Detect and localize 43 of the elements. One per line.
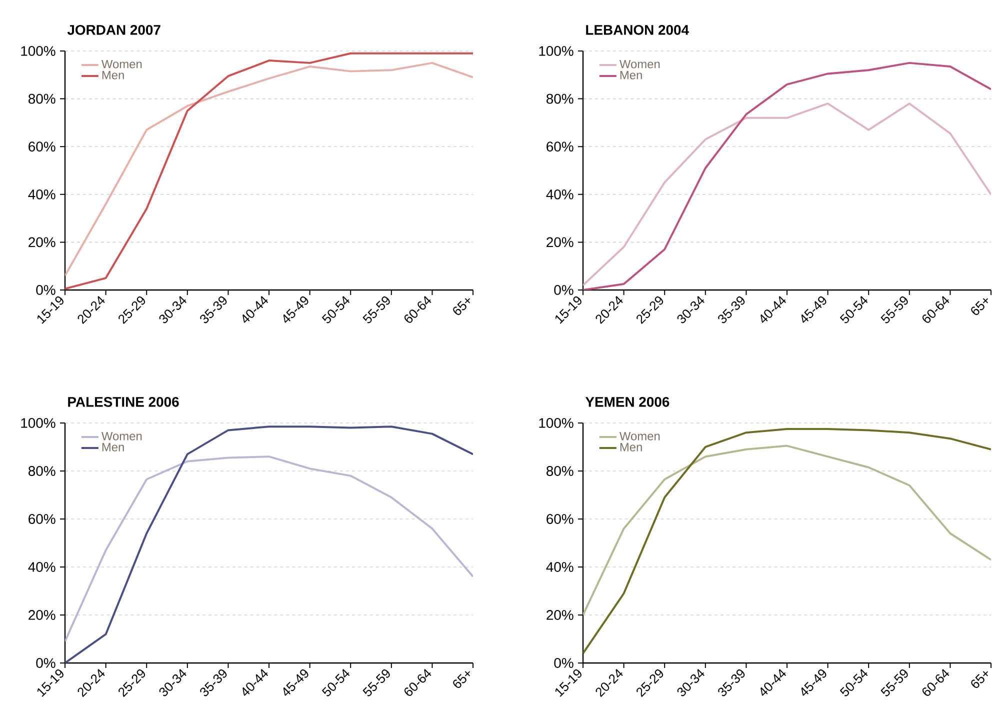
y-tick-label: 80% — [28, 94, 56, 104]
y-tick-label: 60% — [28, 142, 56, 152]
x-tick-label: 65+ — [453, 671, 470, 688]
legend-label: Men — [620, 70, 642, 80]
y-tick-label: 80% — [546, 466, 574, 476]
y-tick-label: 20% — [28, 237, 56, 248]
legend-label: Men — [102, 442, 124, 452]
y-tick-label: 80% — [28, 466, 56, 476]
legend-label: Men — [102, 70, 124, 80]
x-tick-label: 65+ — [971, 671, 988, 688]
y-tick-label: 100% — [21, 46, 56, 56]
y-tick-label: 0% — [554, 285, 574, 295]
y-tick-label: 40% — [546, 189, 574, 200]
y-tick-label: 100% — [539, 418, 574, 428]
y-tick-label: 80% — [546, 94, 574, 104]
y-tick-label: 0% — [36, 658, 56, 668]
y-tick-label: 0% — [554, 658, 574, 668]
y-tick-label: 20% — [28, 610, 56, 620]
line-series — [65, 456, 474, 642]
legend-label: Women — [101, 60, 142, 68]
y-tick-label: 60% — [28, 514, 56, 524]
y-tick-label: 20% — [546, 610, 574, 620]
x-tick-label: 65+ — [971, 298, 988, 315]
x-tick-label: 65+ — [453, 298, 470, 315]
chart-title: LEBANON 2004 — [586, 24, 689, 35]
chart-title: PALESTINE 2006 — [68, 396, 179, 407]
line-series — [583, 428, 992, 654]
chart-title: JORDAN 2007 — [67, 24, 160, 35]
legend-label: Men — [620, 442, 642, 452]
chart-title: YEMEN 2006 — [585, 396, 670, 407]
y-tick-label: 100% — [539, 46, 574, 56]
y-tick-label: 0% — [36, 285, 56, 295]
y-tick-label: 40% — [28, 189, 56, 200]
y-tick-label: 20% — [546, 237, 574, 248]
legend-label: Women — [619, 432, 660, 440]
y-tick-label: 60% — [546, 142, 574, 152]
legend-label: Women — [619, 60, 660, 68]
line-series — [583, 102, 992, 286]
legend-label: Women — [101, 432, 142, 440]
y-tick-label: 100% — [21, 418, 56, 428]
y-tick-label: 60% — [546, 514, 574, 524]
y-tick-label: 40% — [546, 562, 574, 572]
y-tick-label: 40% — [28, 562, 56, 572]
